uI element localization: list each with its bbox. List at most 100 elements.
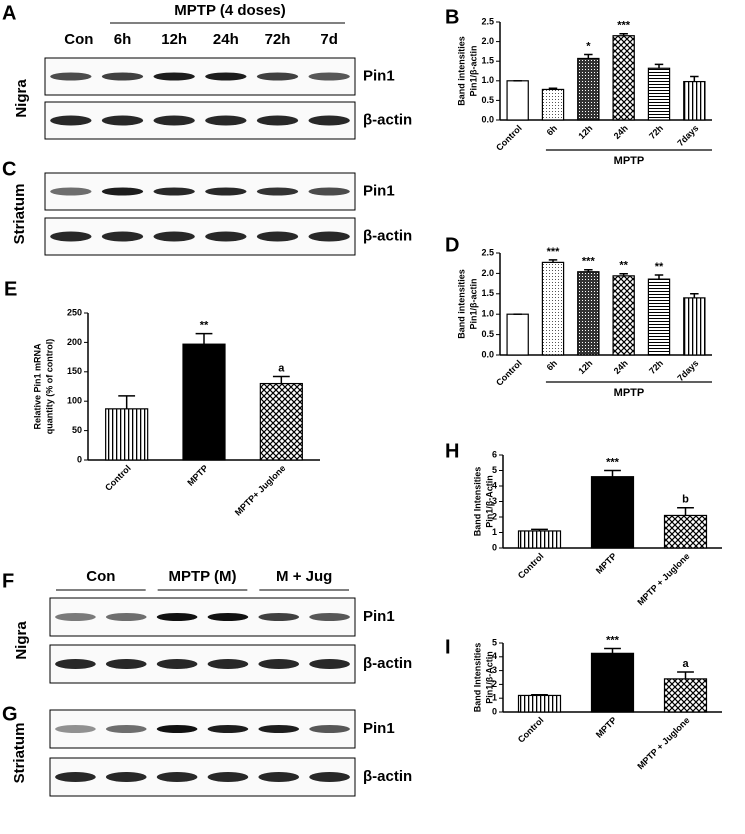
blot-band [207,613,249,621]
x-tick-label: 72h [647,123,665,141]
blot-band [105,659,147,669]
bar [590,652,635,713]
blot-band [55,725,96,733]
bar [105,408,149,461]
y-tick-label: 4 [492,480,497,490]
y-tick-label: 100 [67,396,82,406]
blot-band [256,115,299,126]
significance-label: *** [617,20,631,32]
significance-label: *** [606,634,620,646]
y-tick-label: 3 [492,665,497,675]
blot-band [309,725,350,733]
panel-letter: B [445,6,459,28]
panel-letter: C [2,158,16,180]
y-axis-label: Pin1/β-actin [468,278,478,329]
bar [663,514,708,549]
bar [590,476,635,549]
x-tick-label: Control [494,358,524,388]
blot-band [55,659,96,669]
lane-label: 6h [114,31,132,48]
y-axis-label: Pin1/β-Actin [484,651,494,704]
error-bar [654,63,664,69]
significance-label: *** [547,246,561,258]
header-label: MPTP (4 doses) [174,2,285,19]
panel-letter: D [445,234,459,256]
bar [259,382,303,461]
blot-band [308,187,350,196]
error-bar [195,332,213,345]
row-label: β-actin [363,227,412,244]
x-tick-label: MPTP [594,551,619,576]
error-bar [584,268,593,272]
x-tick-label: MPTP + Juglone [635,551,691,607]
blot-band [309,613,350,621]
y-axis-label: Pin1/β-actin [468,45,478,96]
x-tick-label: 24h [612,123,630,141]
y-axis-label: quantity (% of control) [44,339,54,435]
blot-band [156,772,198,782]
significance-label: ** [655,261,664,273]
x-tick-label: 6h [545,123,560,138]
x-tick-label: Control [494,123,524,153]
bar [577,271,600,356]
error-bar [604,647,621,654]
group-label: MPTP [614,387,645,399]
y-tick-label: 0.5 [481,95,494,105]
bar [541,88,565,121]
significance-label: * [586,40,591,52]
region-label: Nigra [13,621,30,660]
lane-label: 72h [265,31,291,48]
y-tick-label: 2.5 [481,16,494,26]
error-bar [604,469,621,477]
bar [541,261,565,356]
x-tick-label: Control [103,463,133,493]
group-label: M + Jug [276,568,332,585]
x-tick-label: MPTP [594,715,619,740]
blot-band [256,72,299,81]
y-tick-label: 2.0 [481,268,494,278]
y-tick-label: 1.0 [481,75,494,85]
blot-band [101,72,144,81]
error-bar [690,75,699,82]
significance-label: *** [582,256,596,268]
blot-band [101,187,144,196]
blot-frame [44,101,356,140]
row-label: Pin1 [363,720,395,737]
panel-letter: E [4,278,17,300]
blot-band [308,115,350,126]
lane-label: 7d [320,31,338,48]
bar [182,343,226,461]
blot-band [205,231,247,242]
error-bar [548,259,558,263]
group-label: MPTP (M) [168,568,236,585]
blot-frame [49,644,356,684]
row-label: Pin1 [363,608,395,625]
bar [577,57,600,121]
panel-letter: I [445,636,451,658]
significance-label: ** [200,319,209,331]
blot-band [309,659,350,669]
y-tick-label: 0.0 [481,349,494,359]
panel-letter: A [2,2,16,24]
lane-label: 12h [161,31,187,48]
x-tick-label: 12h [576,123,594,141]
x-tick-label: MPTP+ Juglone [233,463,288,518]
blot-frame [44,57,356,96]
blot-band [50,115,92,126]
blot-band [156,725,198,733]
x-tick-label: 7days [675,123,700,148]
blot-band [153,115,195,126]
x-tick-label: MPTP [185,463,210,488]
error-bar [690,293,699,298]
y-tick-label: 150 [67,366,82,376]
y-tick-label: 5 [492,465,497,475]
blot-band [207,725,249,733]
y-tick-label: 2.5 [481,247,494,257]
y-tick-label: 0 [492,542,497,552]
blot-band [55,613,96,621]
blot-frame [49,597,356,637]
y-tick-label: 5 [492,637,497,647]
y-tick-label: 1 [492,527,497,537]
bar [612,275,635,356]
y-axis-label: Band Intensities [472,467,482,537]
